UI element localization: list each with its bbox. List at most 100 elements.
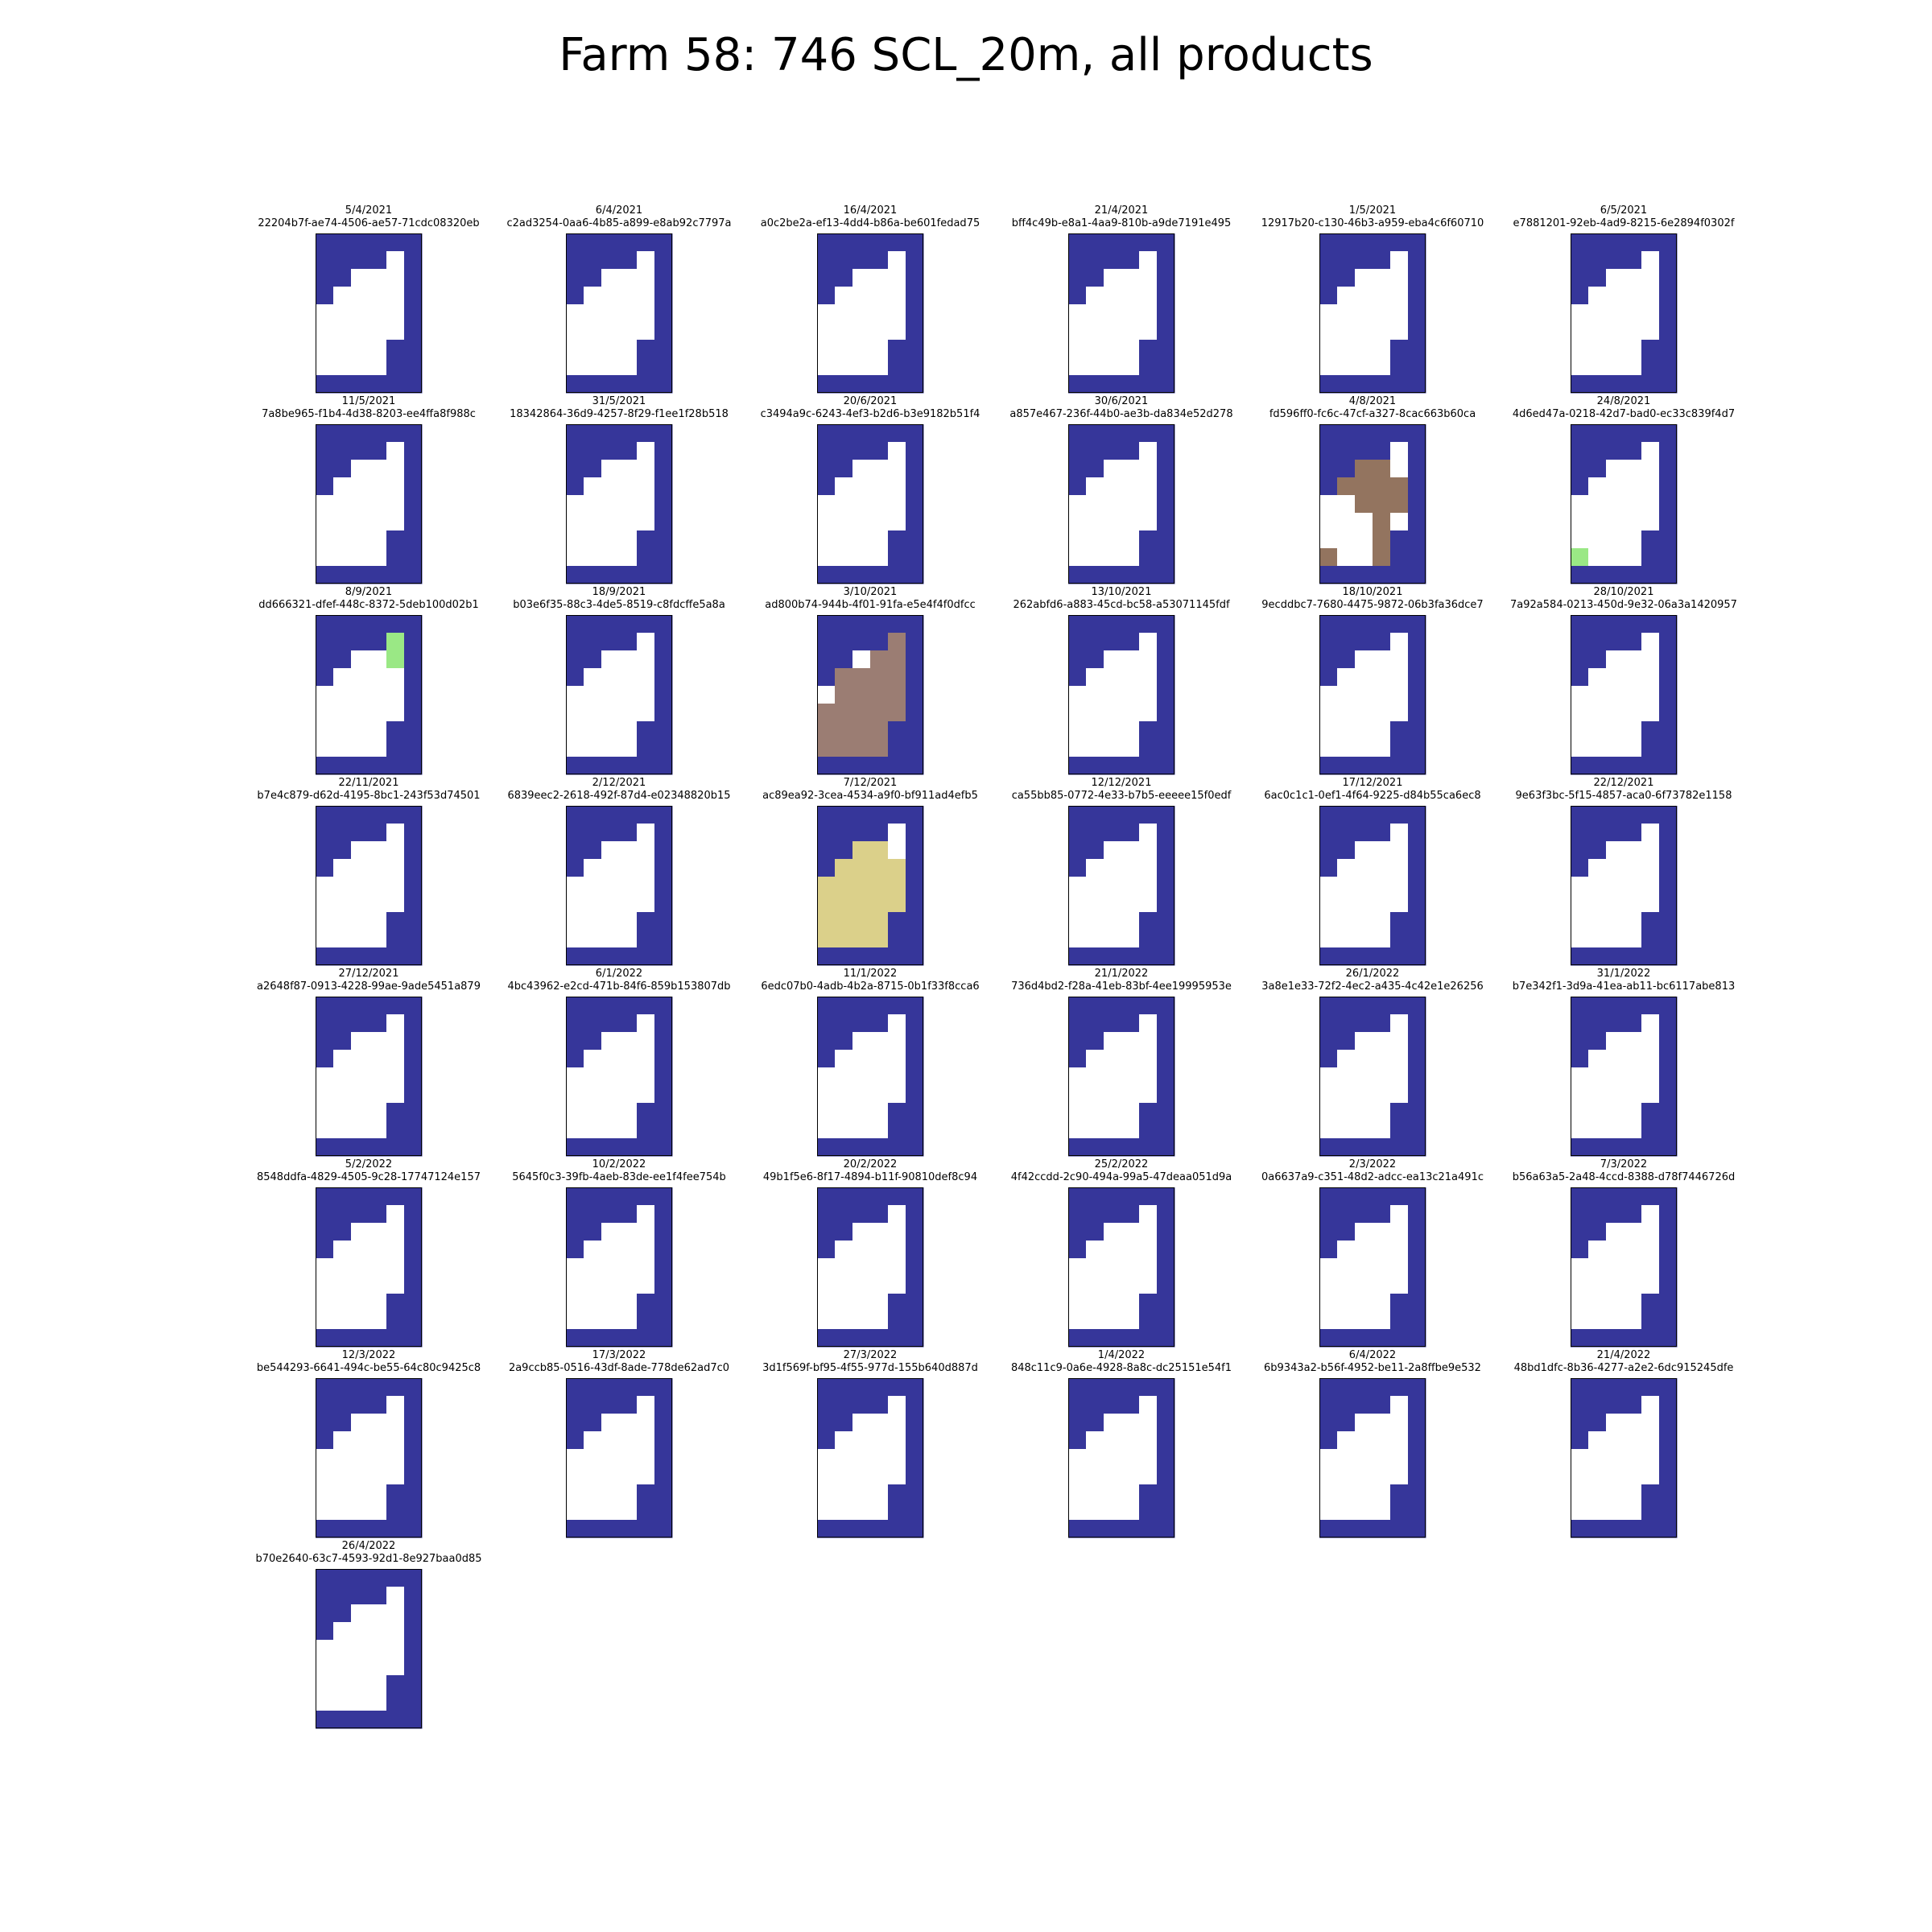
raster-cell (1390, 251, 1409, 270)
raster-cell (888, 739, 906, 758)
raster-cell (1068, 1014, 1087, 1033)
raster-cell (654, 704, 673, 722)
raster-cell (835, 1085, 853, 1104)
raster-cell (1588, 322, 1607, 341)
raster-cell (1624, 566, 1642, 584)
raster-cell (906, 1014, 924, 1033)
raster-cell (1571, 304, 1589, 323)
raster-cell (637, 287, 655, 305)
raster-cell (369, 1467, 387, 1485)
raster-cell (1337, 233, 1356, 252)
raster-cell (1373, 1520, 1391, 1538)
raster-cell (1121, 442, 1140, 460)
raster-cell (316, 442, 334, 460)
raster-cell (1408, 566, 1426, 584)
raster-cell (654, 530, 673, 549)
raster-cell (1571, 1067, 1589, 1086)
raster-cell (333, 1640, 352, 1658)
raster-cell (906, 340, 924, 358)
raster-cell (386, 721, 405, 740)
raster-cell (601, 1258, 620, 1277)
raster-cell (835, 877, 853, 895)
raster-cell (852, 1121, 871, 1139)
raster-cell (870, 1223, 889, 1241)
raster-cell (1068, 721, 1087, 740)
raster-cell (369, 1014, 387, 1033)
raster-cell (835, 1014, 853, 1033)
raster-cell (1157, 824, 1175, 842)
raster-cell (835, 841, 853, 860)
raster-cell (1337, 340, 1356, 358)
raster-cell (369, 1032, 387, 1051)
raster-cell (386, 1502, 405, 1521)
raster-cell (404, 1205, 423, 1224)
scl-raster-panel (817, 806, 924, 966)
raster-cell (852, 1103, 871, 1121)
raster-cell (316, 1502, 334, 1521)
raster-cell (566, 824, 584, 842)
panel-title: 6/4/2021 c2ad3254-0aa6-4b85-a899-e8ab92c7… (490, 204, 748, 230)
raster-cell (404, 1103, 423, 1121)
raster-cell (817, 1378, 836, 1397)
raster-cell (369, 668, 387, 687)
raster-cell (369, 1604, 387, 1623)
panel-date: 25/2/2022 (1094, 1158, 1149, 1170)
panel-title: 6/5/2021 e7881201-92eb-4ad9-8215-6e2894f0… (1495, 204, 1752, 230)
raster-cell (654, 1467, 673, 1485)
raster-cell (404, 1484, 423, 1503)
raster-cell (351, 615, 369, 634)
raster-cell (1104, 1067, 1122, 1086)
raster-cell (1319, 287, 1338, 305)
raster-cell (1606, 1484, 1624, 1503)
raster-cell (637, 375, 655, 394)
raster-cell (1139, 1258, 1158, 1277)
raster-cell (1121, 859, 1140, 877)
raster-cell (386, 1223, 405, 1241)
raster-cell (351, 1032, 369, 1051)
raster-cell (386, 1014, 405, 1033)
raster-cell (1104, 375, 1122, 394)
raster-cell (404, 877, 423, 895)
raster-cell (333, 947, 352, 966)
raster-cell (1659, 375, 1678, 394)
raster-cell (1571, 251, 1589, 270)
raster-cell (835, 1258, 853, 1277)
raster-cell (888, 1050, 906, 1068)
raster-cell (369, 442, 387, 460)
raster-cell (351, 806, 369, 824)
raster-cell (1139, 1050, 1158, 1068)
panel-frame (817, 1378, 923, 1538)
raster-cell (817, 1396, 836, 1414)
raster-cell (906, 1449, 924, 1468)
raster-cell (351, 460, 369, 478)
raster-cell (333, 1187, 352, 1206)
raster-cell (386, 513, 405, 531)
raster-cell (1355, 824, 1373, 842)
raster-cell (888, 1311, 906, 1330)
raster-cell (906, 721, 924, 740)
raster-cell (386, 233, 405, 252)
raster-cell (619, 1121, 638, 1139)
raster-cell (1373, 1502, 1391, 1521)
raster-cell (619, 1414, 638, 1432)
raster-cell (1355, 1329, 1373, 1348)
raster-cell (1390, 1085, 1409, 1104)
raster-cell (817, 1414, 836, 1432)
raster-cell (870, 251, 889, 270)
raster-cell (1606, 1050, 1624, 1068)
raster-cell (619, 424, 638, 443)
raster-cell (654, 650, 673, 669)
raster-cell (637, 997, 655, 1015)
raster-cell (369, 357, 387, 376)
raster-cell (601, 739, 620, 758)
raster-cell (1571, 477, 1589, 496)
raster-cell (351, 1258, 369, 1277)
raster-cell (1641, 650, 1660, 669)
raster-cell (1408, 530, 1426, 549)
raster-cell (1068, 806, 1087, 824)
panel-product-id: 9e63f3bc-5f15-4857-aca0-6f73782e1158 (1515, 790, 1732, 802)
raster-cell (1355, 704, 1373, 722)
raster-cell (1319, 686, 1338, 704)
raster-cell (601, 424, 620, 443)
raster-cell (1408, 357, 1426, 376)
